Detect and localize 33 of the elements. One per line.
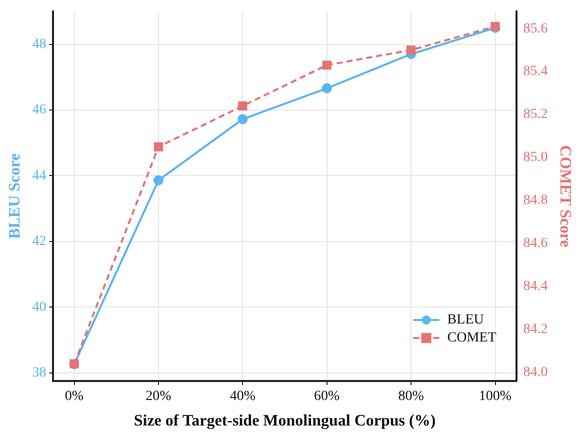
- x-axis-title: Size of Target-side Monolingual Corpus (%): [134, 412, 436, 430]
- point: [153, 175, 164, 186]
- x-tick-label: 60%: [314, 389, 340, 404]
- y-tick-label: 40: [32, 300, 46, 315]
- point: [154, 142, 163, 152]
- y2-tick-label: 84.2: [523, 322, 548, 338]
- y2-tick-label: 84.8: [523, 193, 548, 208]
- y2-tick-label: 85.6: [523, 21, 548, 36]
- y2-tick-label: 85.4: [523, 64, 548, 80]
- y-tick-label: 46: [32, 102, 46, 118]
- y2-tick-label: 84.0: [523, 365, 548, 380]
- point: [238, 114, 248, 124]
- legend-label: BLEU: [447, 312, 484, 328]
- point: [238, 101, 248, 110]
- x-tick-label: 80%: [398, 389, 424, 404]
- y2-tick-label: 84.6: [523, 236, 548, 252]
- point: [322, 83, 332, 94]
- y2-tick-label: 85.0: [523, 150, 548, 166]
- y-tick-label: 48: [32, 36, 46, 52]
- x-tick-label: 20%: [146, 389, 172, 404]
- x-tick-label: 100%: [478, 389, 512, 404]
- point: [322, 60, 332, 70]
- y-axis-title: BLEU Score: [6, 153, 24, 239]
- y-tick-label: 44: [32, 168, 46, 184]
- y2-axis-title: COMET Score: [556, 145, 574, 248]
- x-tick-label: 40%: [230, 389, 256, 404]
- y2-tick-label: 84.4: [523, 279, 548, 294]
- y-tick-label: 38: [32, 365, 46, 380]
- x-tick-label: 0%: [64, 389, 84, 404]
- y-tick-label: 42: [32, 234, 46, 250]
- y2-tick-label: 85.2: [523, 107, 548, 122]
- point: [406, 46, 416, 55]
- legend-label: COMET: [447, 330, 497, 346]
